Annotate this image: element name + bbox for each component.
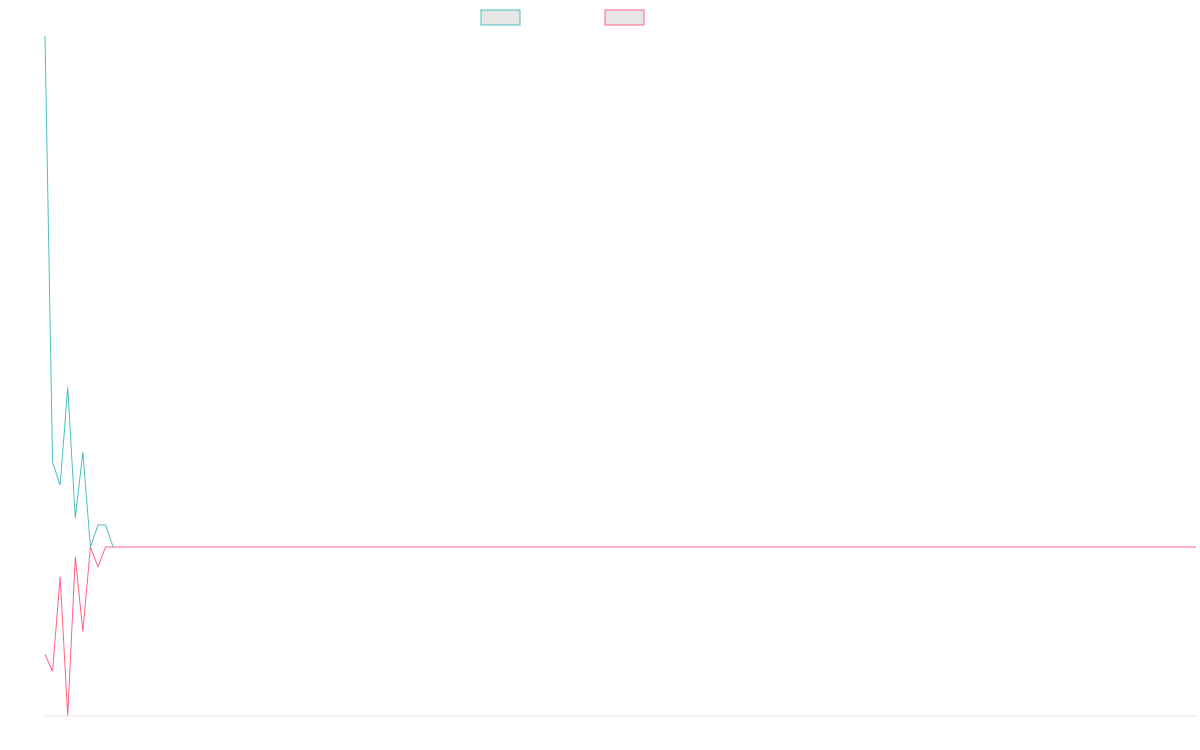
legend-swatch-1[interactable] — [480, 9, 521, 26]
series-line-2 — [44, 546, 1196, 717]
legend-swatch-2[interactable] — [604, 9, 645, 26]
series-line-1 — [44, 35, 1196, 548]
series-layer — [44, 35, 1196, 717]
legend — [480, 9, 645, 26]
